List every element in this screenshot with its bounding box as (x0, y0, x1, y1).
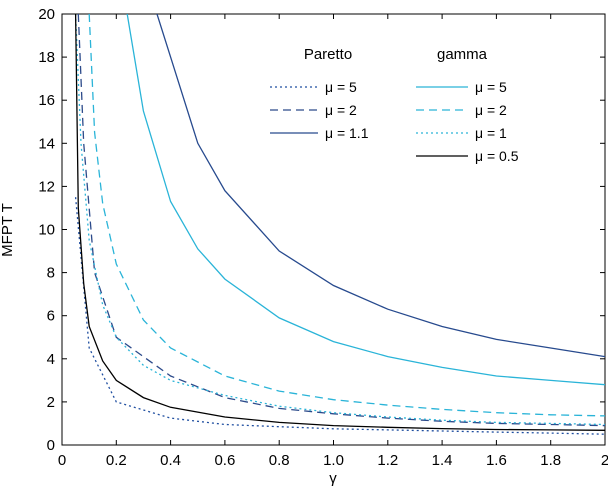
series-paretto-mu-1p1 (156, 14, 605, 358)
x-tick-label: 1.6 (486, 452, 507, 469)
y-tick-label: 20 (38, 6, 55, 23)
x-tick-label: 2 (601, 452, 608, 469)
x-tick-label: 1.0 (323, 452, 344, 469)
y-tick-label: 0 (47, 437, 55, 454)
legend-label-paretto-0: μ = 5 (325, 79, 357, 95)
y-tick-label: 14 (38, 135, 55, 152)
series-gamma-mu-2 (88, 14, 605, 417)
legend-label-paretto-2: μ = 1.1 (325, 125, 369, 141)
series-layer (74, 14, 605, 435)
series-gamma-mu-0p5 (74, 14, 605, 431)
legend-label-gamma-3: μ = 0.5 (475, 148, 519, 164)
x-tick-label: 0 (58, 452, 66, 469)
x-tick-label: 1.4 (432, 452, 453, 469)
legend: Paretto gamma μ = 5 μ = 2 μ = 1.1 μ = 5 μ = 2 μ… (270, 46, 519, 164)
ticks-layer: 0 0.2 0.4 0.6 0.8 1.0 1.2 1.4 1.6 1.8 202468101214… (38, 6, 608, 469)
x-tick-label: 0.6 (214, 452, 235, 469)
legend-label-gamma-1: μ = 2 (475, 102, 507, 118)
series-paretto-mu-2 (77, 14, 605, 427)
y-tick-label: 18 (38, 49, 55, 66)
legend-label-gamma-2: μ = 1 (475, 125, 507, 141)
x-axis-label: γ (329, 470, 337, 487)
legend-title-gamma: gamma (437, 46, 488, 63)
y-tick-label: 10 (38, 222, 55, 239)
y-tick-label: 4 (47, 351, 55, 368)
x-tick-label: 0.2 (106, 452, 127, 469)
legend-label-paretto-1: μ = 2 (325, 102, 357, 118)
y-tick-label: 16 (38, 92, 55, 109)
legend-title-paretto: Paretto (304, 46, 352, 63)
legend-label-gamma-0: μ = 5 (475, 79, 507, 95)
y-axis-label: MFPT T (0, 203, 16, 257)
series-gamma-mu-5 (126, 14, 605, 386)
x-tick-label: 1.2 (377, 452, 398, 469)
y-tick-label: 8 (47, 265, 55, 282)
y-tick-label: 2 (47, 394, 55, 411)
x-tick-label: 1.8 (540, 452, 561, 469)
plot-frame (61, 13, 606, 446)
y-tick-label: 12 (38, 178, 55, 195)
series-paretto-mu-5 (74, 197, 605, 435)
x-tick-label: 0.8 (269, 452, 290, 469)
y-tick-label: 6 (47, 308, 55, 325)
x-tick-label: 0.4 (160, 452, 181, 469)
